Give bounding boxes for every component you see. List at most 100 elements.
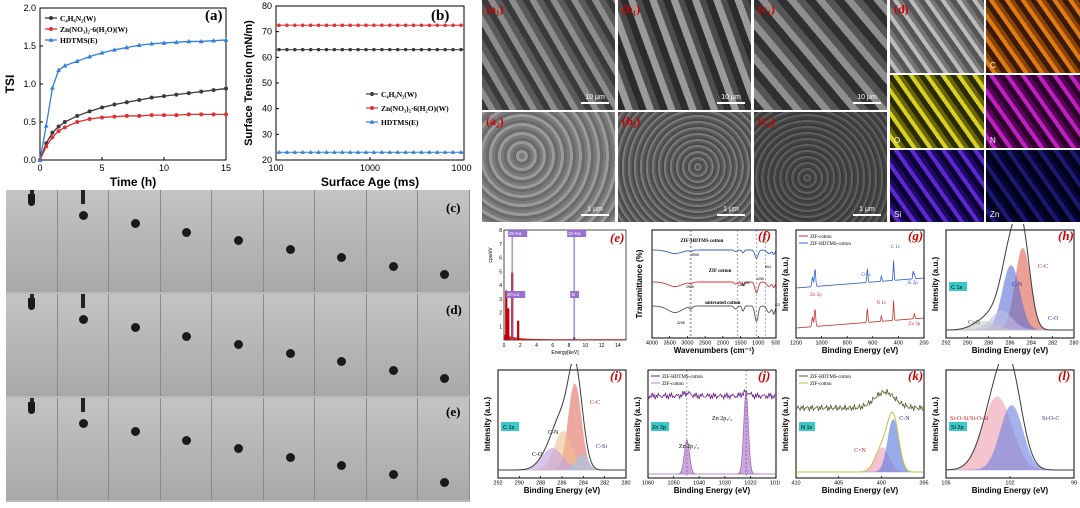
plot-frame (795, 369, 925, 479)
x-axis-label: Time (h) (110, 175, 156, 189)
x-tick-label: 290 (963, 341, 972, 347)
badge-box (799, 422, 815, 431)
data-point (75, 113, 80, 118)
needle (81, 294, 86, 308)
component-label: C-N (899, 416, 910, 422)
data-point (379, 149, 385, 154)
peak-label: 1059 (756, 277, 764, 281)
x-tick-label: 100 (268, 163, 283, 173)
sem-a1: (a₁) 10 μm (482, 0, 615, 110)
data-point (403, 47, 408, 52)
data-point (161, 40, 167, 45)
data-point (395, 23, 400, 28)
eds-element-zn: Zn (990, 210, 1000, 219)
chart-l-si2p: 105 102 99 Binding Energy (eV) Intensity (a.… (930, 364, 1080, 504)
data-point (316, 149, 321, 154)
x-tick-label: 1000 (752, 341, 764, 347)
spectrum-background (504, 334, 626, 340)
data-point (75, 120, 80, 124)
data-point (87, 109, 92, 114)
data-point (293, 23, 297, 28)
eds-sem: (d) (890, 0, 984, 73)
droplet (27, 402, 35, 414)
droplet (130, 427, 140, 436)
data-point (162, 113, 166, 118)
droplet (285, 244, 295, 254)
video-frame (57, 398, 110, 500)
video-frame (315, 190, 367, 292)
y-tick-label: 7 (499, 242, 502, 248)
x-tick-label: 1500 (734, 341, 746, 347)
x-axis-label: Binding Energy (eV) (674, 486, 751, 495)
data-point (395, 47, 400, 52)
scale-bar-b1: 10 μm (717, 94, 745, 104)
y-tick-label: 1.0 (23, 79, 36, 89)
x-tick-label: 292 (493, 481, 502, 487)
x-axis-label: Binding Energy (eV) (524, 486, 601, 495)
data-point (124, 44, 130, 50)
x-axis-label: Wavenumbers (cm⁻¹) (674, 346, 755, 355)
data-point (403, 23, 408, 28)
y-tick-label: 0.0 (23, 155, 36, 165)
video-frame (160, 294, 213, 396)
data-point (174, 92, 179, 97)
component-label: C-O (1048, 316, 1059, 322)
y-tick-label: 1.5 (23, 41, 36, 51)
chart-k-svg: 410 405 400 395 Binding Energy (eV) Intensity… (781, 369, 929, 495)
data-point (459, 23, 463, 28)
data-point (162, 94, 166, 99)
y-axis-label: Intensity (a.u.) (781, 257, 790, 312)
x-tick-label: 288 (536, 481, 545, 487)
legend-label: ZIF-HDTMS-cotton (810, 242, 851, 247)
data-point (356, 23, 360, 28)
y-tick-label: 0.5 (23, 117, 36, 127)
peak-label: Zn 2p₁/₂ (679, 444, 699, 450)
peak-label: C 1s (891, 245, 900, 250)
video-frame (6, 398, 58, 500)
scale-bar-c2: 1 μm (853, 206, 881, 216)
frame-label-e: (e) (446, 404, 461, 419)
sem-c2: (c₂) 1 μm (754, 112, 887, 222)
ftir-curve-zif-hdtms (651, 249, 777, 259)
data-point (198, 38, 204, 44)
y-tick-label: 70 (262, 27, 272, 37)
video-frame (57, 190, 110, 292)
data-point (100, 115, 104, 120)
data-point (50, 85, 55, 90)
peak-label-box (570, 291, 579, 298)
data-point (44, 144, 49, 149)
scale-text: 1 μm (587, 206, 603, 213)
x-tick-label: 1060 (642, 481, 654, 487)
droplet (130, 219, 140, 228)
frame-label-c: (c) (446, 200, 461, 215)
data-point (74, 58, 80, 63)
data-point (411, 47, 416, 52)
legend-marker (48, 37, 54, 42)
video-frame (263, 294, 316, 396)
peak-label: Zn 2p₃/₂ (712, 416, 732, 422)
x-tick-label: 284 (1027, 341, 1036, 347)
scale-text: 1 μm (723, 206, 739, 213)
data-point (443, 23, 447, 28)
chart-k-n1s: 410 405 400 395 Binding Energy (eV) Intensity… (780, 364, 930, 504)
legend-label: HDTMS(E) (60, 36, 98, 45)
data-point (356, 47, 360, 52)
data-point (300, 149, 305, 154)
legend-label: ZIF-HDTMS-cotton (810, 375, 851, 380)
droplet (440, 270, 450, 279)
x-tick-label: 410 (791, 481, 800, 487)
droplet (79, 210, 89, 220)
zn-curve-zif-hdtms (647, 388, 776, 401)
droplet (388, 365, 398, 375)
data-point (427, 23, 432, 28)
data-point (427, 47, 432, 52)
data-point (332, 47, 337, 52)
x-tick-label: 2000 (717, 341, 729, 347)
scale-bar-a2: 1 μm (581, 206, 609, 216)
chart-e-eds: 0 2 4 6 8 10 12 14 1 2 3 4 5 6 7 8 Energy[keV] cps/eV Zn-K… (482, 224, 632, 362)
data-point (316, 23, 321, 28)
ftir-curve-untreated (651, 305, 777, 322)
peak-label: Zn 3p (908, 322, 920, 327)
data-point (149, 95, 154, 100)
x-tick-label: 12 (599, 343, 605, 349)
